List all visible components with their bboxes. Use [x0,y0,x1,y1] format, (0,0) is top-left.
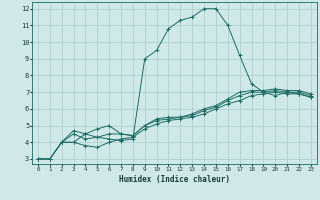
X-axis label: Humidex (Indice chaleur): Humidex (Indice chaleur) [119,175,230,184]
